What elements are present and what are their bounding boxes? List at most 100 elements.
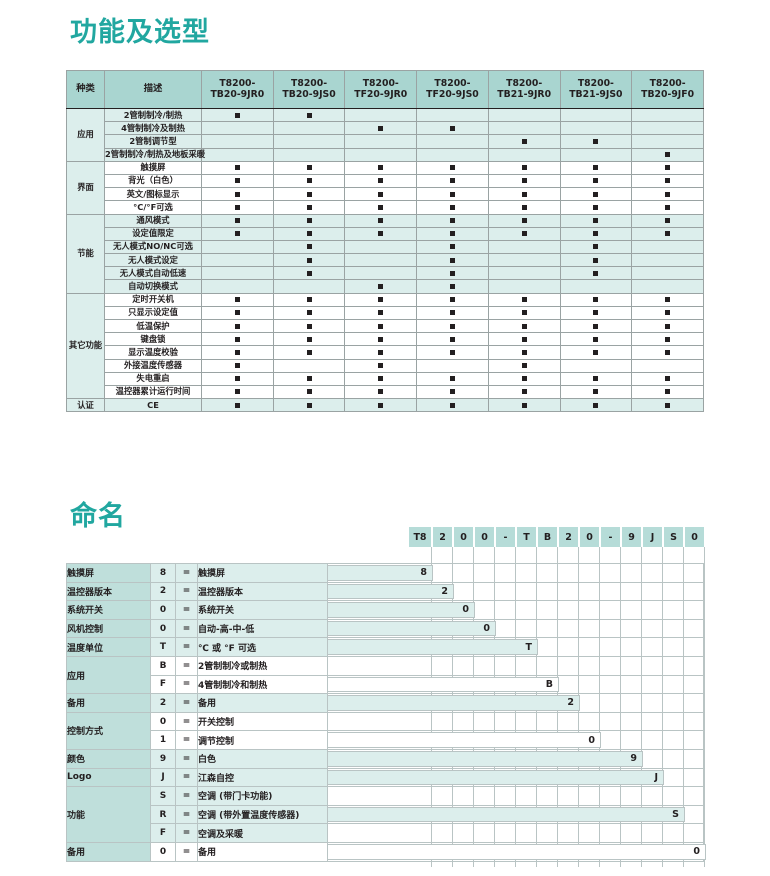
table-row: 外接温度传感器 (67, 358, 704, 373)
feature-mark-filled (201, 226, 274, 241)
filled-square-icon (593, 297, 599, 303)
naming-connector-cell: 2 (327, 693, 704, 713)
filled-square-icon (449, 376, 455, 382)
model-line2: TB20-9JS0 (282, 88, 336, 100)
feature-description: 温控器累计运行时间 (104, 384, 202, 400)
features-header-row: 种类 描述 T8200- TB20-9JR0 T8200- TB20-9JS0 … (66, 70, 704, 109)
feature-description: 2管制制冷/制热及地板采暖 (104, 147, 205, 162)
feature-mark-empty (416, 134, 489, 149)
feature-mark-filled (272, 292, 346, 307)
feature-mark-filled (559, 318, 633, 334)
feature-mark-filled (559, 187, 633, 202)
feature-description: °C/°F可选 (104, 200, 202, 215)
naming-code: B (150, 655, 176, 676)
naming-code: 2 (150, 581, 176, 602)
naming-row: 系统开关 0 = 系统开关 0 (66, 600, 704, 620)
filled-square-icon (378, 204, 384, 210)
naming-description: 白色 (197, 748, 328, 769)
feature-mark-filled (344, 121, 418, 136)
feature-mark-filled (631, 292, 704, 307)
filled-square-icon (306, 257, 312, 263)
naming-description: 调节控制 (197, 730, 328, 750)
filled-square-icon (378, 125, 384, 131)
filled-square-icon (234, 363, 240, 369)
feature-mark-empty (201, 253, 274, 268)
code-cell-4: - (495, 527, 516, 547)
naming-equals-sign: = (175, 711, 198, 732)
model-line2: TB20-9JR0 (210, 88, 265, 100)
naming-equals-sign: = (175, 618, 198, 639)
feature-mark-filled (487, 358, 561, 373)
feature-mark-empty (631, 266, 704, 281)
filled-square-icon (378, 363, 384, 369)
feature-description: 2管制调节型 (104, 134, 202, 149)
filled-square-icon (234, 165, 240, 171)
filled-square-icon (521, 310, 527, 316)
feature-mark-empty (631, 279, 704, 294)
feature-description: 低温保护 (104, 318, 202, 334)
naming-row: 风机控制 0 = 自动-高-中-低 0 (66, 618, 704, 639)
table-row: 背光（白色） (67, 173, 704, 189)
feature-mark-filled (487, 187, 561, 202)
filled-square-icon (306, 297, 312, 303)
feature-mark-filled (201, 187, 274, 202)
model-line1: T8200- (362, 78, 399, 90)
feature-mark-empty (201, 147, 274, 162)
feature-mark-filled (416, 318, 489, 334)
filled-square-icon (593, 178, 599, 184)
feature-mark-filled (416, 279, 489, 294)
feature-mark-filled (559, 173, 633, 189)
filled-square-icon (593, 257, 599, 263)
feature-mark-filled (416, 398, 489, 413)
naming-code: J (150, 767, 176, 788)
code-cell-5: T (516, 527, 537, 547)
feature-mark-filled (344, 345, 418, 360)
filled-square-icon (306, 270, 312, 276)
feature-mark-filled (416, 226, 489, 241)
naming-equals-sign: = (175, 786, 198, 806)
model-line1: T8200- (506, 78, 543, 90)
table-row: 温控器累计运行时间 (67, 384, 704, 400)
filled-square-icon (449, 244, 455, 250)
naming-row: 1 = 调节控制 0 (67, 730, 704, 750)
feature-mark-empty (344, 107, 418, 123)
feature-mark-filled (487, 134, 561, 149)
feature-mark-filled (487, 160, 561, 175)
filled-square-icon (593, 323, 599, 329)
naming-code: T (150, 637, 176, 657)
feature-mark-filled (416, 305, 489, 321)
feature-mark-empty (631, 358, 704, 373)
header-model-6: T8200- TB20-9JF0 (631, 70, 704, 109)
row-group-category: 其它功能 (66, 292, 105, 400)
naming-equals-sign: = (175, 581, 198, 602)
filled-square-icon (521, 297, 527, 303)
model-line2: TF20-9JR0 (354, 88, 408, 100)
feature-mark-empty (272, 358, 346, 373)
feature-mark-filled (487, 173, 561, 189)
filled-square-icon (449, 165, 455, 171)
feature-mark-filled (487, 318, 561, 334)
filled-square-icon (306, 310, 312, 316)
naming-connector-cell (327, 655, 704, 676)
filled-square-icon (665, 152, 671, 158)
feature-mark-filled (201, 318, 274, 334)
table-row: 应用 2管制制冷/制热 (66, 107, 704, 162)
features-table-container: 种类 描述 T8200- TB20-9JR0 T8200- TB20-9JS0 … (66, 70, 704, 413)
feature-mark-empty (487, 266, 561, 281)
naming-description: 4管制制冷和制热 (197, 674, 328, 695)
naming-category: 风机控制 (66, 618, 151, 639)
feature-mark-empty (344, 239, 418, 255)
feature-mark-filled (272, 332, 346, 347)
feature-mark-filled (416, 200, 489, 215)
filled-square-icon (665, 165, 671, 171)
feature-mark-filled (272, 253, 346, 268)
feature-mark-empty (487, 107, 561, 123)
filled-square-icon (521, 323, 527, 329)
filled-square-icon (593, 218, 599, 224)
model-line1: T8200- (291, 78, 328, 90)
row-group-category: 应用 (66, 108, 105, 162)
code-cell-3: 0 (474, 527, 495, 547)
feature-mark-filled (559, 213, 633, 228)
feature-mark-filled (272, 107, 346, 123)
filled-square-icon (521, 349, 527, 355)
